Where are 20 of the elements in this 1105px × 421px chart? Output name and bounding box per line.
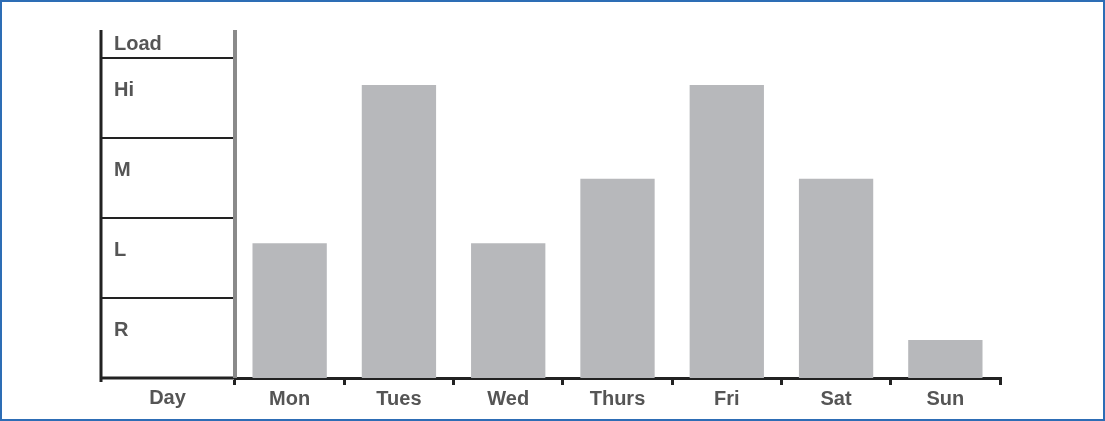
bar [471,243,546,378]
bar [361,85,437,378]
bar [689,85,764,378]
text: R [114,317,129,340]
x-tick-label: Tues [376,386,422,409]
x-tick-label: Fri [714,386,740,409]
x-tick-label: Thurs [589,386,646,409]
text: L [114,237,127,260]
y-axis-title: Load [114,31,162,54]
bar [252,243,327,378]
x-tick-label: Wed [487,386,530,409]
x-tick-label: Mon [269,386,311,409]
x-tick-label: Sat [820,386,852,409]
text: M [114,157,131,180]
x-axis-title: Day [149,385,187,408]
text: Hi [114,77,134,100]
bar [580,178,655,378]
bar [908,339,983,378]
x-tick-label: Sun [926,386,965,409]
bar [798,178,874,378]
